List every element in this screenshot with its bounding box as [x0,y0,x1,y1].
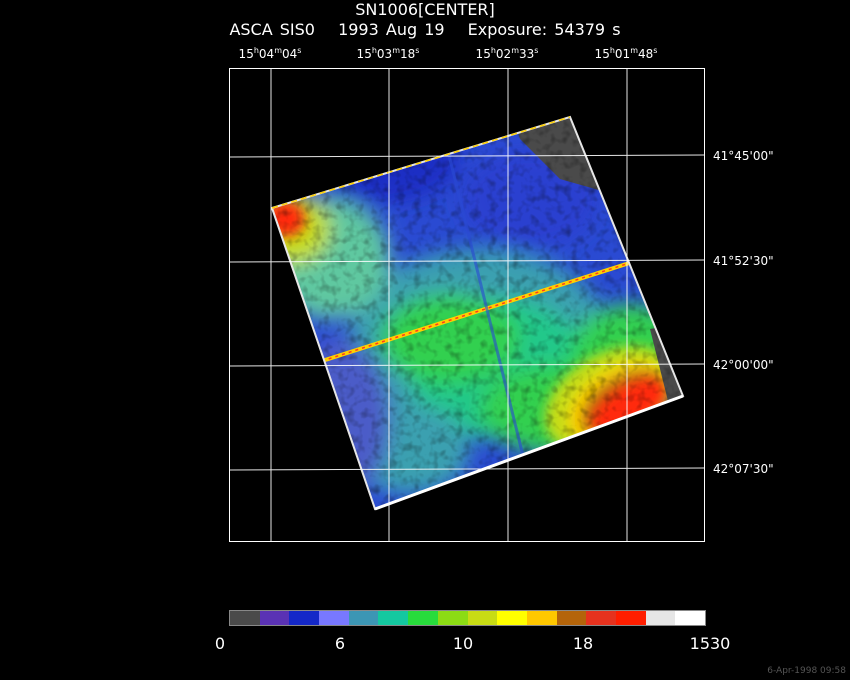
colorbar-swatch-15 [675,611,705,625]
colorbar-swatch-0 [230,611,260,625]
coordinate-grid [230,69,704,541]
colorbar-swatch-7 [437,611,468,625]
ra-label-3: 15h01m48s [594,46,658,61]
colorbar-swatch-11 [556,611,587,625]
image-frame [229,68,705,542]
colorbar-tick-0: 0 [214,634,226,653]
ra-label-2: 15h02m33s [475,46,539,61]
dec-label-2: 42°00'00" [713,358,774,372]
ccd-field [272,117,683,509]
colorbar-swatch-6 [408,611,438,625]
exposure-label: Exposure: 54379 s [467,20,621,39]
colorbar-tick-3: 18 [572,634,594,653]
colorbar-swatch-13 [615,611,646,625]
xray-image [230,69,704,541]
colorbar-swatch-2 [289,611,320,625]
color-scale-bar [229,610,706,626]
ra-label-1: 15h03m18s [356,46,420,61]
colorbar-swatch-3 [319,611,349,625]
image-subtitle: ASCA SIS0 1993 Aug 19 Exposure: 54379 s [0,20,850,39]
colorbar-swatch-14 [645,611,676,625]
colorbar-swatch-9 [497,611,527,625]
colorbar-swatch-8 [467,611,498,625]
image-title: SN1006[CENTER] [355,0,495,19]
dec-label-1: 41°52'30" [713,254,774,268]
colorbar-tick-2: 10 [452,634,474,653]
observation-date: 1993 Aug 19 [338,20,445,39]
instrument-label: ASCA SIS0 [229,20,315,39]
dec-label-3: 42°07'30" [713,462,774,476]
colorbar-tick-4: 1530 [689,634,731,653]
ra-label-0: 15h04m04s [238,46,302,61]
timestamp: 6-Apr-1998 09:58 [767,666,846,676]
colorbar-swatch-5 [378,611,409,625]
colorbar-swatch-10 [526,611,557,625]
colorbar-swatch-1 [259,611,290,625]
colorbar-swatch-4 [348,611,379,625]
colorbar-swatch-12 [586,611,616,625]
colorbar-tick-1: 6 [334,634,346,653]
dec-label-0: 41°45'00" [713,149,774,163]
